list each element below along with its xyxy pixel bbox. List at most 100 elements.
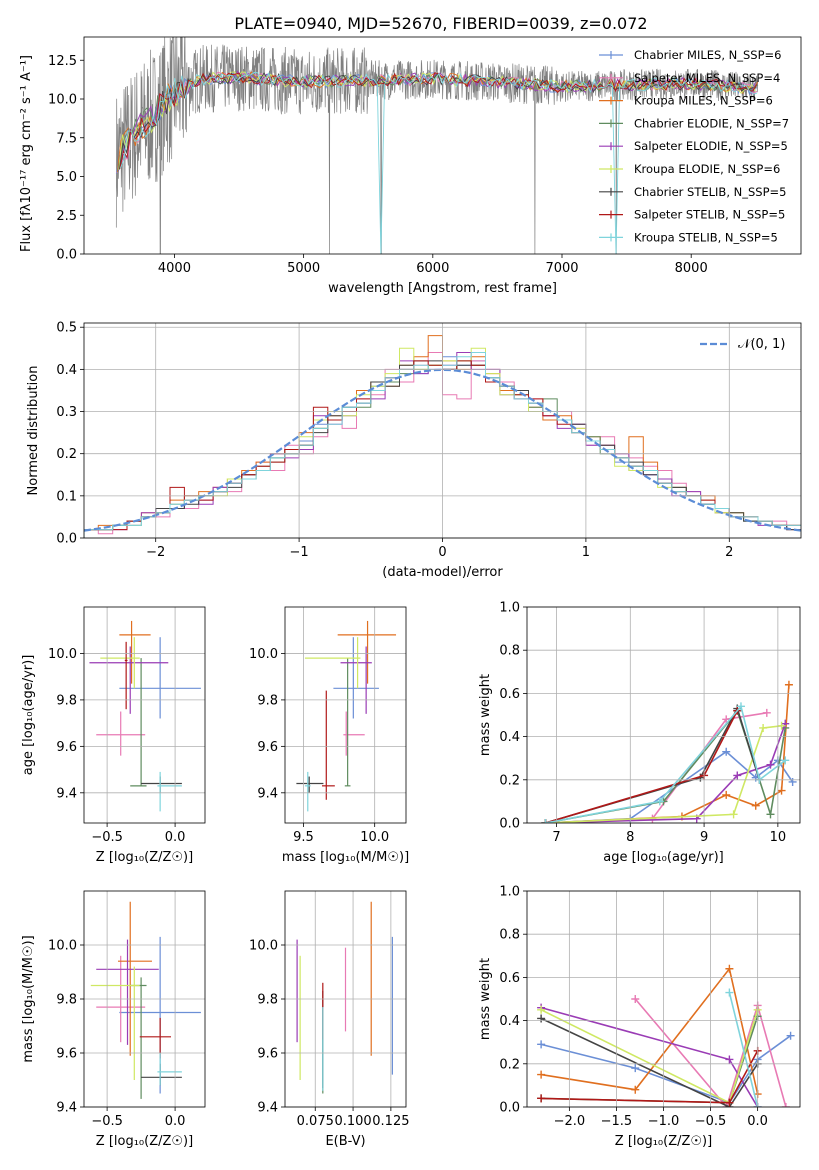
tick-label-x: −0.5 [695, 1114, 727, 1129]
weight-marker-5 [729, 810, 738, 819]
legend-label: Salpeter ELODIE, N_SSP=5 [634, 139, 788, 153]
y-axis-label: mass weight [478, 674, 493, 756]
legend-label: Chabrier MILES, N_SSP=6 [634, 48, 781, 62]
tick-label-x: −0.5 [91, 1114, 123, 1129]
legend-label: Kroupa ELODIE, N_SSP=6 [634, 162, 780, 176]
axes-frame [526, 890, 801, 1108]
x-axis-label: wavelength [Angstrom, rest frame] [328, 281, 557, 296]
tick-label-x: −2 [146, 545, 165, 560]
weight-marker-8 [655, 797, 664, 806]
panel-spectrum: 4000 5000 6000 7000 8000 0.0 2.5 5.0 7.5 10.0 12.5… [19, 36, 802, 296]
weight-marker-7 [725, 1098, 734, 1107]
weight-line-6 [540, 1017, 759, 1107]
weight-marker-7 [537, 1094, 546, 1103]
x-axis-label: Z [log₁₀(Z/Z☉)] [615, 1134, 712, 1149]
tick-label-y: 10.0 [48, 647, 77, 662]
legend-label: Salpeter MILES, N_SSP=4 [634, 71, 780, 85]
y-axis-label: Flux [fλ10⁻¹⁷ erg cm⁻² s⁻¹ A⁻¹] [19, 55, 34, 252]
tick-label-x: 10.0 [360, 830, 389, 845]
tick-label-x: −1.0 [648, 1114, 680, 1129]
x-axis-label: (data-model)/error [382, 565, 503, 580]
weight-marker-8 [736, 702, 745, 711]
tick-label-y: 0.0 [499, 817, 520, 832]
weight-marker-2 [725, 964, 734, 973]
weight-marker-0 [788, 777, 797, 786]
weight-line-6 [545, 706, 761, 823]
axes-frame [284, 890, 407, 1108]
weight-marker-1 [722, 1103, 731, 1107]
axes-frame [83, 322, 802, 539]
tick-label-x: 1 [582, 545, 590, 560]
weight-marker-8 [725, 988, 734, 997]
weight-line-4 [540, 1006, 759, 1107]
weight-marker-2 [784, 680, 793, 689]
weight-marker-8 [781, 756, 790, 765]
weight-marker-1 [631, 995, 640, 1003]
tick-label-y: 0.2 [499, 773, 520, 788]
legend-label: Kroupa MILES, N_SSP=6 [634, 94, 773, 108]
x-axis-label: age [log₁₀(age/yr)] [603, 850, 724, 865]
weight-line-5 [540, 1009, 759, 1104]
tick-label-x: 8 [626, 830, 634, 845]
tick-label-x: 8000 [675, 261, 708, 276]
y-axis-label: mass weight [478, 958, 493, 1040]
panel-residuals: −2 −1 0 1 2 0.0 0.1 0.2 0.3 0.4 0.5 𝒩(0, 1) (data-mo… [26, 321, 802, 580]
y-axis-label: Normed distribution [26, 366, 41, 496]
weight-marker-5 [537, 1005, 546, 1014]
tick-label-y: 0.0 [499, 1101, 520, 1116]
axes-frame [284, 606, 407, 824]
tick-label-x: 0.125 [372, 1114, 409, 1129]
tick-label-x: −1.5 [601, 1114, 633, 1129]
tick-label-y: 9.6 [257, 1047, 278, 1062]
tick-label-y: 10.0 [48, 939, 77, 954]
tick-label-y: 9.8 [257, 693, 278, 708]
tick-label-x: 6000 [416, 261, 449, 276]
legend-label: Chabrier ELODIE, N_SSP=7 [634, 116, 789, 130]
tick-label-y: 9.6 [56, 740, 77, 755]
tick-label-x: 10 [770, 830, 787, 845]
tick-label-y: 0.3 [56, 405, 77, 420]
figure-title: PLATE=0940, MJD=52670, FIBERID=0039, z=0… [234, 14, 647, 33]
tick-label-y: 1.0 [499, 885, 520, 900]
weight-line-2 [540, 966, 759, 1095]
tick-label-y: 0.4 [56, 363, 77, 378]
tick-label-x: 0.0 [165, 1114, 186, 1129]
weight-marker-2 [631, 1085, 640, 1094]
tick-label-y: 0.0 [56, 248, 77, 263]
weight-marker-0 [537, 1040, 546, 1049]
plot-area-age-vs-mass [296, 620, 397, 812]
tick-label-x: 4000 [158, 261, 191, 276]
panel-mass-weight-vs-age: 7 8 9 10 0.0 0.2 0.4 0.6 0.8 1.0 age [log₁₀(age/yr… [478, 601, 801, 865]
x-axis-label: Z [log₁₀(Z/Z☉)] [96, 1134, 193, 1149]
legend-label: 𝒩(0, 1) [738, 337, 785, 352]
weight-marker-5 [777, 721, 786, 730]
weight-marker-4 [733, 771, 742, 780]
tick-label-y: 9.8 [56, 693, 77, 708]
tick-label-y: 0.1 [56, 489, 77, 504]
x-axis-label: mass [log₁₀(M/M☉)] [282, 850, 409, 865]
tick-label-x: 2 [725, 545, 733, 560]
weight-marker-0 [722, 747, 731, 756]
weight-marker-1 [762, 708, 771, 717]
x-axis-label: Z [log₁₀(Z/Z☉)] [96, 850, 193, 865]
tick-label-y: 2.5 [56, 209, 77, 224]
plot-area-ebv [296, 901, 393, 1094]
axes-frame [526, 606, 801, 824]
tick-label-y: 9.6 [257, 740, 278, 755]
weight-marker-4 [725, 1055, 734, 1064]
tick-label-y: 0.5 [56, 321, 77, 336]
weight-marker-0 [786, 1031, 795, 1040]
tick-label-y: 9.4 [56, 1101, 77, 1116]
tick-label-y: 9.4 [257, 1101, 278, 1116]
weight-marker-2 [777, 786, 786, 795]
tick-label-y: 7.5 [56, 131, 77, 146]
weight-marker-1 [781, 1103, 790, 1107]
tick-label-y: 0.8 [499, 644, 520, 659]
axes-frame [83, 606, 206, 824]
weight-line-3 [541, 1016, 759, 1104]
weight-marker-2 [537, 1070, 546, 1079]
tick-label-x: 9 [700, 830, 708, 845]
tick-label-y: 9.4 [56, 786, 77, 801]
plot-area-mass-weight-vs-age [541, 680, 797, 823]
